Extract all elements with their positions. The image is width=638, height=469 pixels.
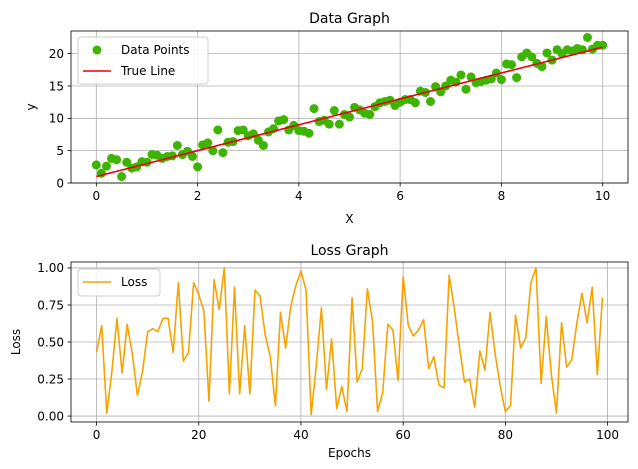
x-tick-label: 10 <box>595 189 610 203</box>
data-graph-title: Data Graph <box>309 11 390 27</box>
legend-box <box>77 36 209 85</box>
data-graph-chart: 0 2 4 6 8 10 0 5 10 15 20 Data Graph X y Data Poin… <box>24 11 629 226</box>
data-point <box>461 84 471 94</box>
data-point <box>527 52 537 62</box>
data-point <box>466 72 476 82</box>
y-tick-label: 5 <box>56 144 64 158</box>
data-point <box>410 98 420 108</box>
legend-label-data-points: Data Points <box>121 43 190 57</box>
x-tick-label: 2 <box>194 189 202 203</box>
y-tick-label: 0.25 <box>37 372 64 386</box>
legend-label-loss: Loss <box>121 275 147 289</box>
x-tick-label: 60 <box>396 428 411 442</box>
y-tick-label: 0.00 <box>37 409 64 423</box>
x-tick-label: 0 <box>92 189 100 203</box>
data-point <box>208 146 218 156</box>
data-graph-axes-frame <box>70 30 629 184</box>
legend-label-true-line: True Line <box>120 64 175 78</box>
data-point <box>218 148 228 158</box>
y-tick-label: 20 <box>49 47 64 61</box>
data-point <box>101 161 111 171</box>
data-point <box>334 119 344 129</box>
loss-graph-title: Loss Graph <box>310 243 388 259</box>
y-tick-label: 0.50 <box>37 335 64 349</box>
data-point <box>238 125 248 135</box>
true-line <box>96 46 603 178</box>
data-point <box>304 128 314 138</box>
y-tick-label: 15 <box>49 79 64 93</box>
loss-graph-ylabel: Loss <box>9 329 23 355</box>
data-point <box>537 62 547 72</box>
data-graph-ticks: 0 2 4 6 8 10 0 5 10 15 20 <box>49 47 611 203</box>
data-point <box>279 115 289 125</box>
data-point <box>512 73 522 83</box>
loss-line <box>95 267 604 416</box>
data-point <box>309 104 319 114</box>
data-point <box>345 112 354 122</box>
x-tick-label: 0 <box>93 428 101 442</box>
data-point <box>329 106 339 116</box>
legend-marker-data-points <box>92 45 102 55</box>
data-point <box>193 162 203 172</box>
data-point <box>122 157 132 167</box>
data-point <box>542 48 552 58</box>
legend-box <box>77 268 161 297</box>
data-graph-ylabel: y <box>24 103 38 110</box>
data-point <box>172 140 182 150</box>
x-tick-label: 80 <box>498 428 513 442</box>
y-tick-label: 10 <box>49 112 64 126</box>
data-graph-legend: Data Points True Line <box>77 36 209 85</box>
data-point <box>91 160 101 170</box>
data-point <box>188 151 198 161</box>
loss-graph-marks <box>95 267 604 416</box>
x-tick-label: 6 <box>396 189 404 203</box>
data-point <box>365 109 375 119</box>
x-tick-label: 4 <box>295 189 303 203</box>
data-point <box>426 97 436 107</box>
data-point <box>258 140 268 150</box>
y-tick-label: 1.00 <box>37 261 64 275</box>
x-tick-label: 20 <box>191 428 206 442</box>
data-point <box>112 155 122 165</box>
data-point <box>324 119 334 129</box>
x-tick-label: 40 <box>293 428 308 442</box>
data-point <box>117 172 127 182</box>
y-tick-label: 0.75 <box>37 298 64 312</box>
x-tick-label: 100 <box>596 428 619 442</box>
data-point <box>456 70 466 80</box>
data-point <box>213 125 223 135</box>
data-point <box>582 32 592 42</box>
x-tick-label: 8 <box>498 189 506 203</box>
loss-graph-legend: Loss <box>77 268 161 297</box>
loss-graph-xlabel: Epochs <box>328 446 371 460</box>
loss-graph-ticks: 0 20 40 60 80 100 0.00 0.25 0.50 0.75 1.00 <box>37 261 619 442</box>
data-point <box>203 138 213 148</box>
data-point <box>507 60 517 70</box>
data-point <box>496 75 506 85</box>
data-graph-marks <box>91 32 608 182</box>
data-graph-xlabel: X <box>345 212 353 226</box>
loss-graph-chart: 0 20 40 60 80 100 0.00 0.25 0.50 0.75 1.00 Loss Gr… <box>9 243 629 460</box>
y-tick-label: 0 <box>56 176 64 190</box>
